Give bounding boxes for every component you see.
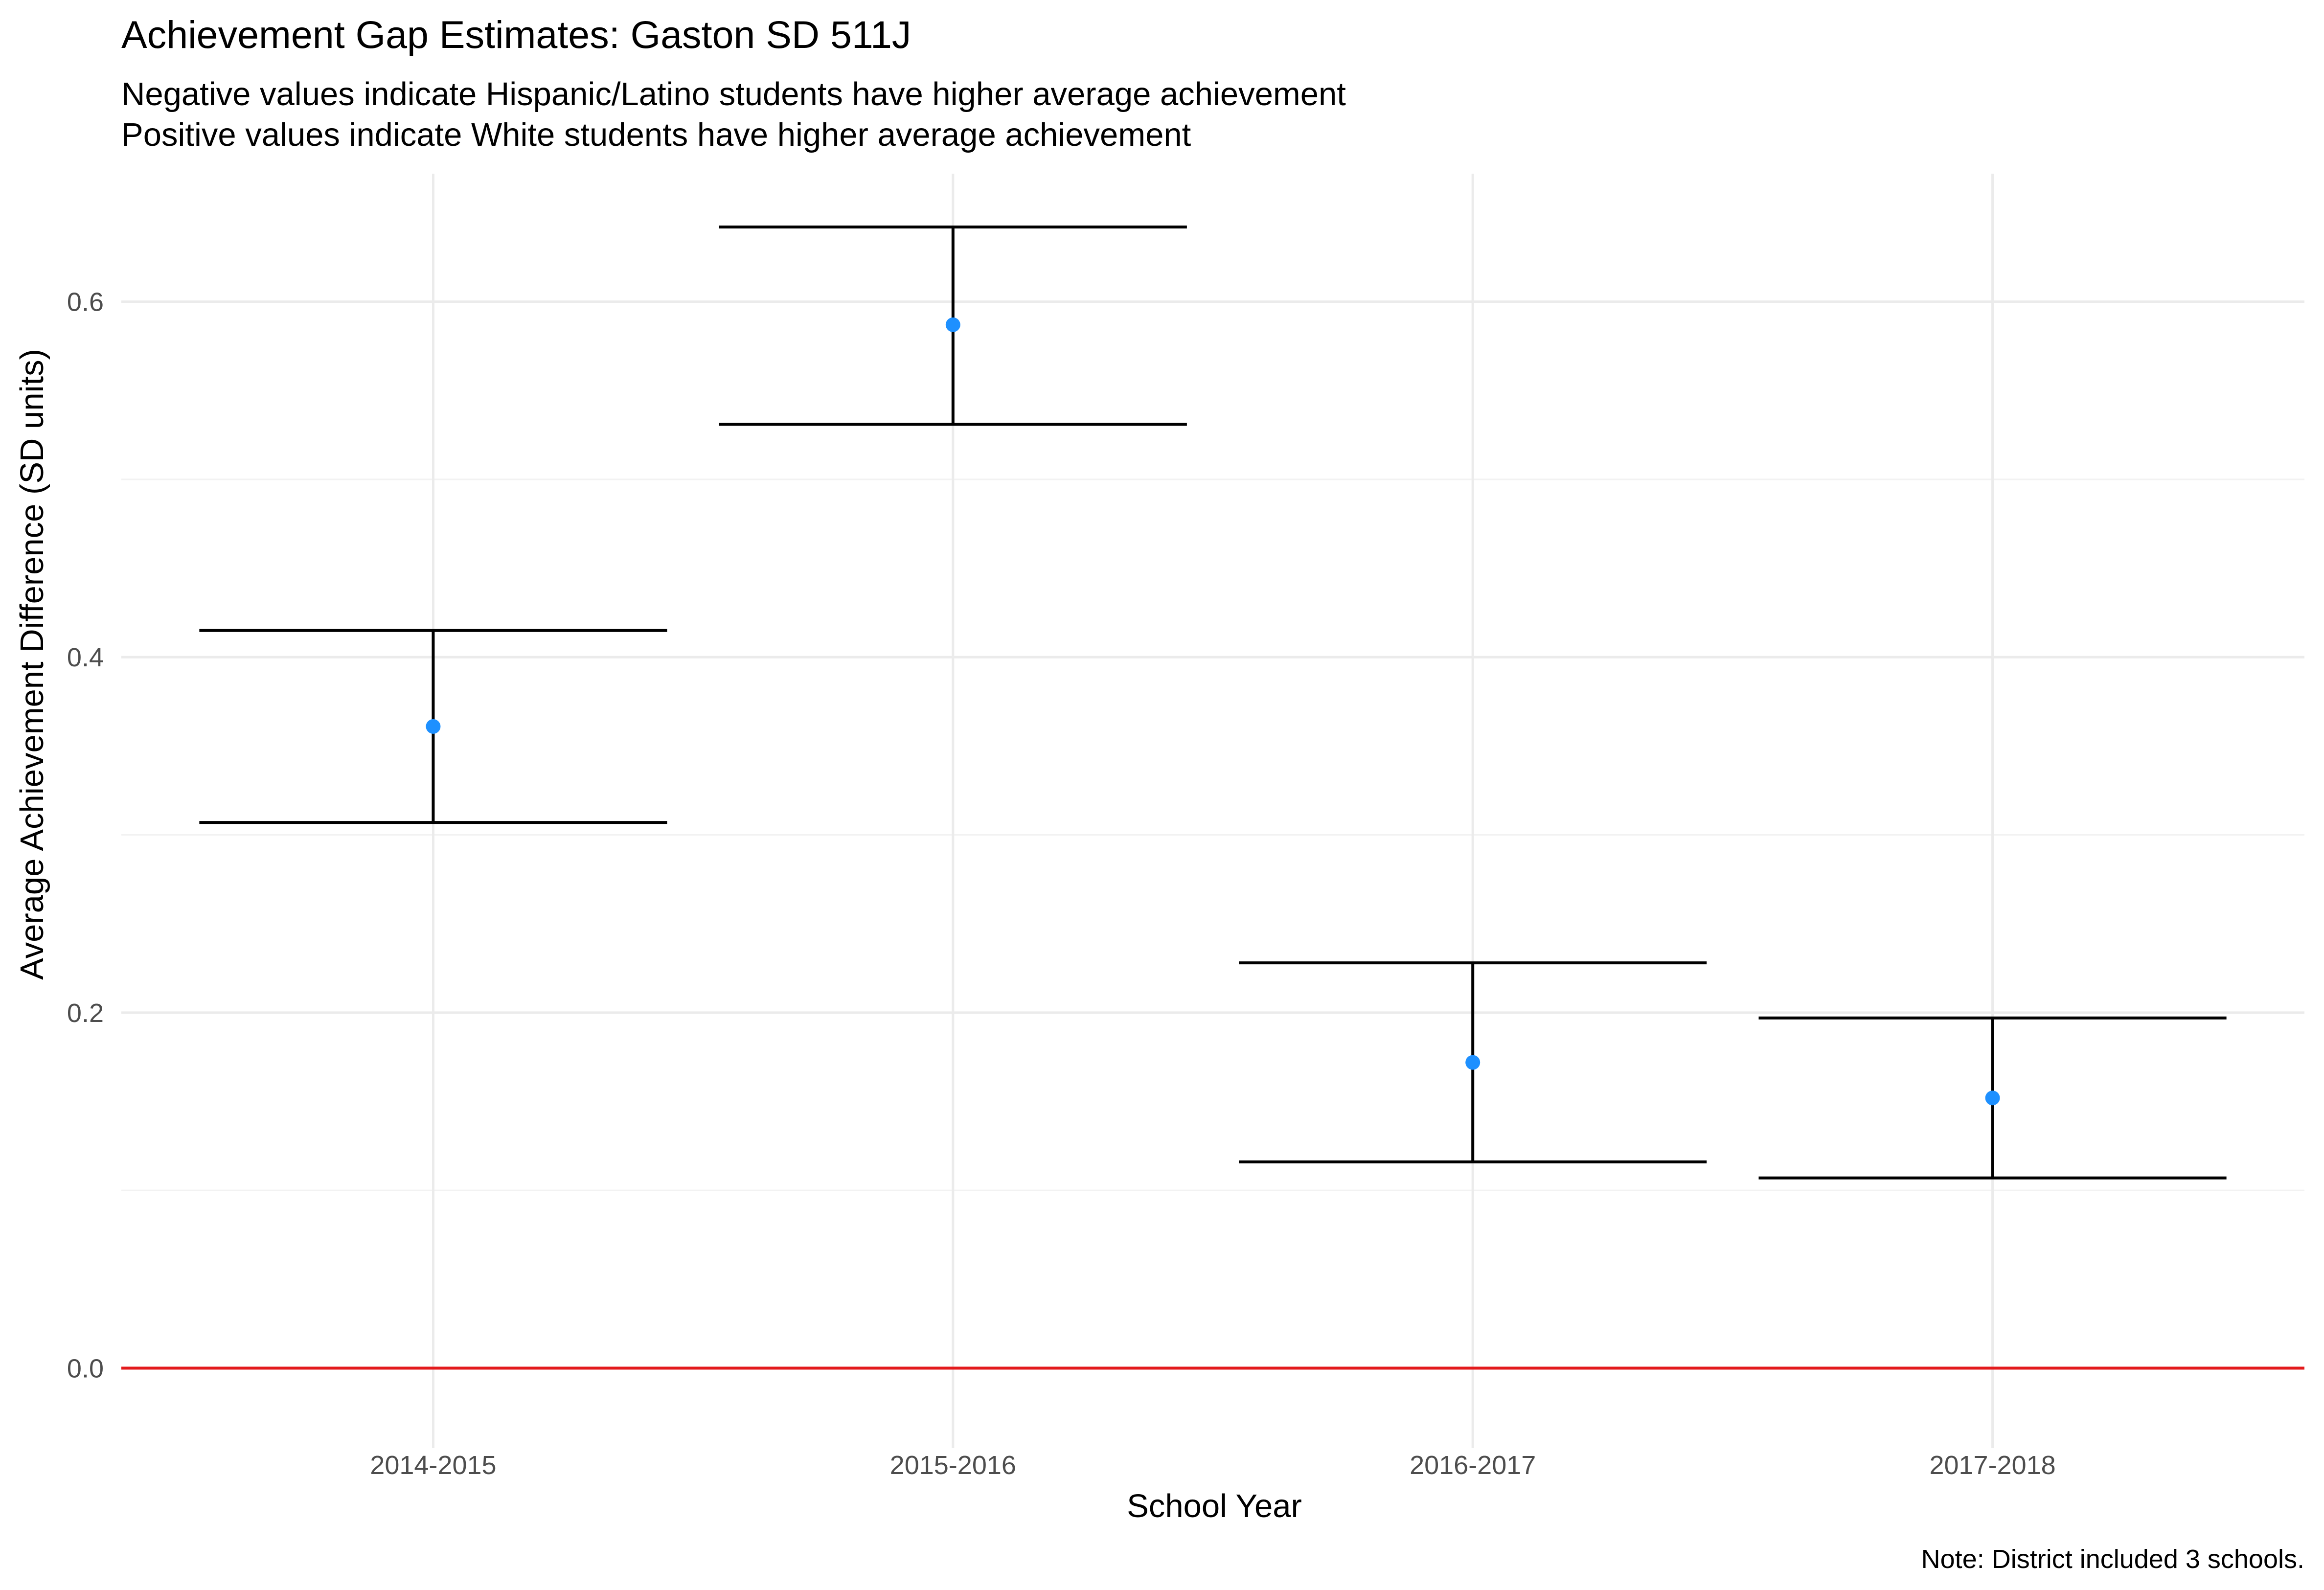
chart-title: Achievement Gap Estimates: Gaston SD 511… xyxy=(121,13,911,56)
y-axis-title: Average Achievement Difference (SD units… xyxy=(14,349,50,980)
x-axis-title: School Year xyxy=(1127,1488,1302,1524)
x-tick-label: 2015-2016 xyxy=(890,1451,1016,1480)
x-tick-label: 2016-2017 xyxy=(1410,1451,1536,1480)
y-tick-label: 0.4 xyxy=(67,643,104,672)
data-point xyxy=(945,317,960,332)
y-tick-label: 0.2 xyxy=(67,999,104,1028)
data-points xyxy=(426,317,2000,1106)
y-tick-label: 0.6 xyxy=(67,288,104,317)
chart-caption: Note: District included 3 schools. xyxy=(1921,1545,2304,1574)
chart-subtitle-line-1: Negative values indicate Hispanic/Latino… xyxy=(121,76,1346,113)
x-axis-tick-labels: 2014-2015 2015-2016 2016-2017 2017-2018 xyxy=(370,1451,2055,1480)
y-tick-label: 0.0 xyxy=(67,1354,104,1384)
data-point xyxy=(1465,1055,1481,1070)
y-axis-tick-labels: 0.0 0.2 0.4 0.6 xyxy=(67,288,104,1384)
x-tick-label: 2014-2015 xyxy=(370,1451,496,1480)
chart-subtitle-line-2: Positive values indicate White students … xyxy=(121,116,1191,153)
data-point xyxy=(426,719,441,734)
x-tick-label: 2017-2018 xyxy=(1929,1451,2055,1480)
data-point xyxy=(1985,1090,2000,1106)
